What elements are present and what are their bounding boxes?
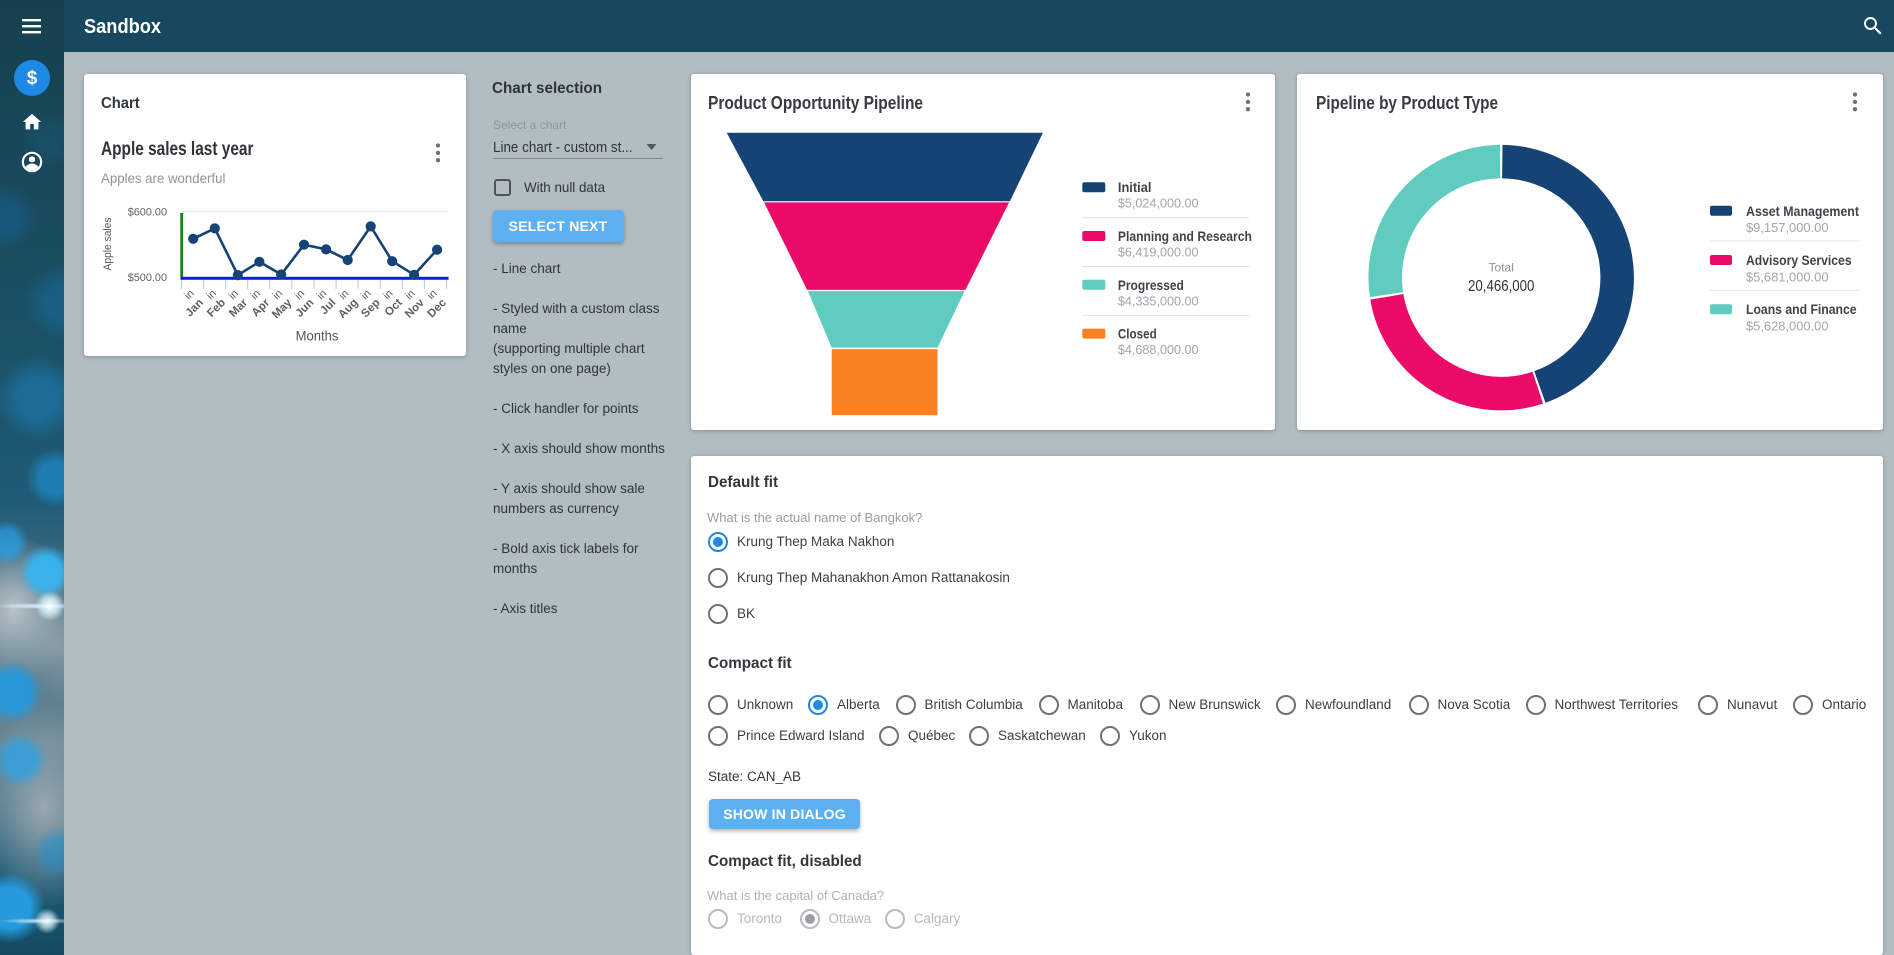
svg-text:$6,419,000.00: $6,419,000.00 <box>1118 245 1199 260</box>
svg-text:$600.00: $600.00 <box>128 207 167 219</box>
svg-text:$4,335,000.00: $4,335,000.00 <box>1118 293 1199 308</box>
svg-text:Total: Total <box>1489 261 1514 275</box>
svg-text:$9,157,000.00: $9,157,000.00 <box>1746 220 1829 235</box>
svg-text:Closed: Closed <box>1118 326 1157 342</box>
svg-text:$4,688,000.00: $4,688,000.00 <box>1118 342 1199 357</box>
svg-text:Loans and Finance: Loans and Finance <box>1746 301 1857 317</box>
svg-text:$5,024,000.00: $5,024,000.00 <box>1118 196 1199 211</box>
svg-text:20,466,000: 20,466,000 <box>1468 278 1534 295</box>
svg-text:Planning and Research: Planning and Research <box>1118 228 1252 244</box>
svg-text:Progressed: Progressed <box>1118 277 1184 293</box>
svg-text:Initial: Initial <box>1118 179 1152 195</box>
svg-text:Asset Management: Asset Management <box>1746 203 1859 219</box>
svg-text:inJul: inJul <box>309 288 338 317</box>
svg-text:Apple sales: Apple sales <box>102 217 114 270</box>
svg-text:$5,628,000.00: $5,628,000.00 <box>1746 319 1829 334</box>
svg-text:Advisory Services: Advisory Services <box>1746 252 1852 268</box>
svg-text:Months: Months <box>296 329 339 344</box>
svg-text:$5,681,000.00: $5,681,000.00 <box>1746 269 1829 284</box>
svg-text:$500.00: $500.00 <box>128 272 167 284</box>
svg-text:inJan: inJan <box>174 288 206 320</box>
